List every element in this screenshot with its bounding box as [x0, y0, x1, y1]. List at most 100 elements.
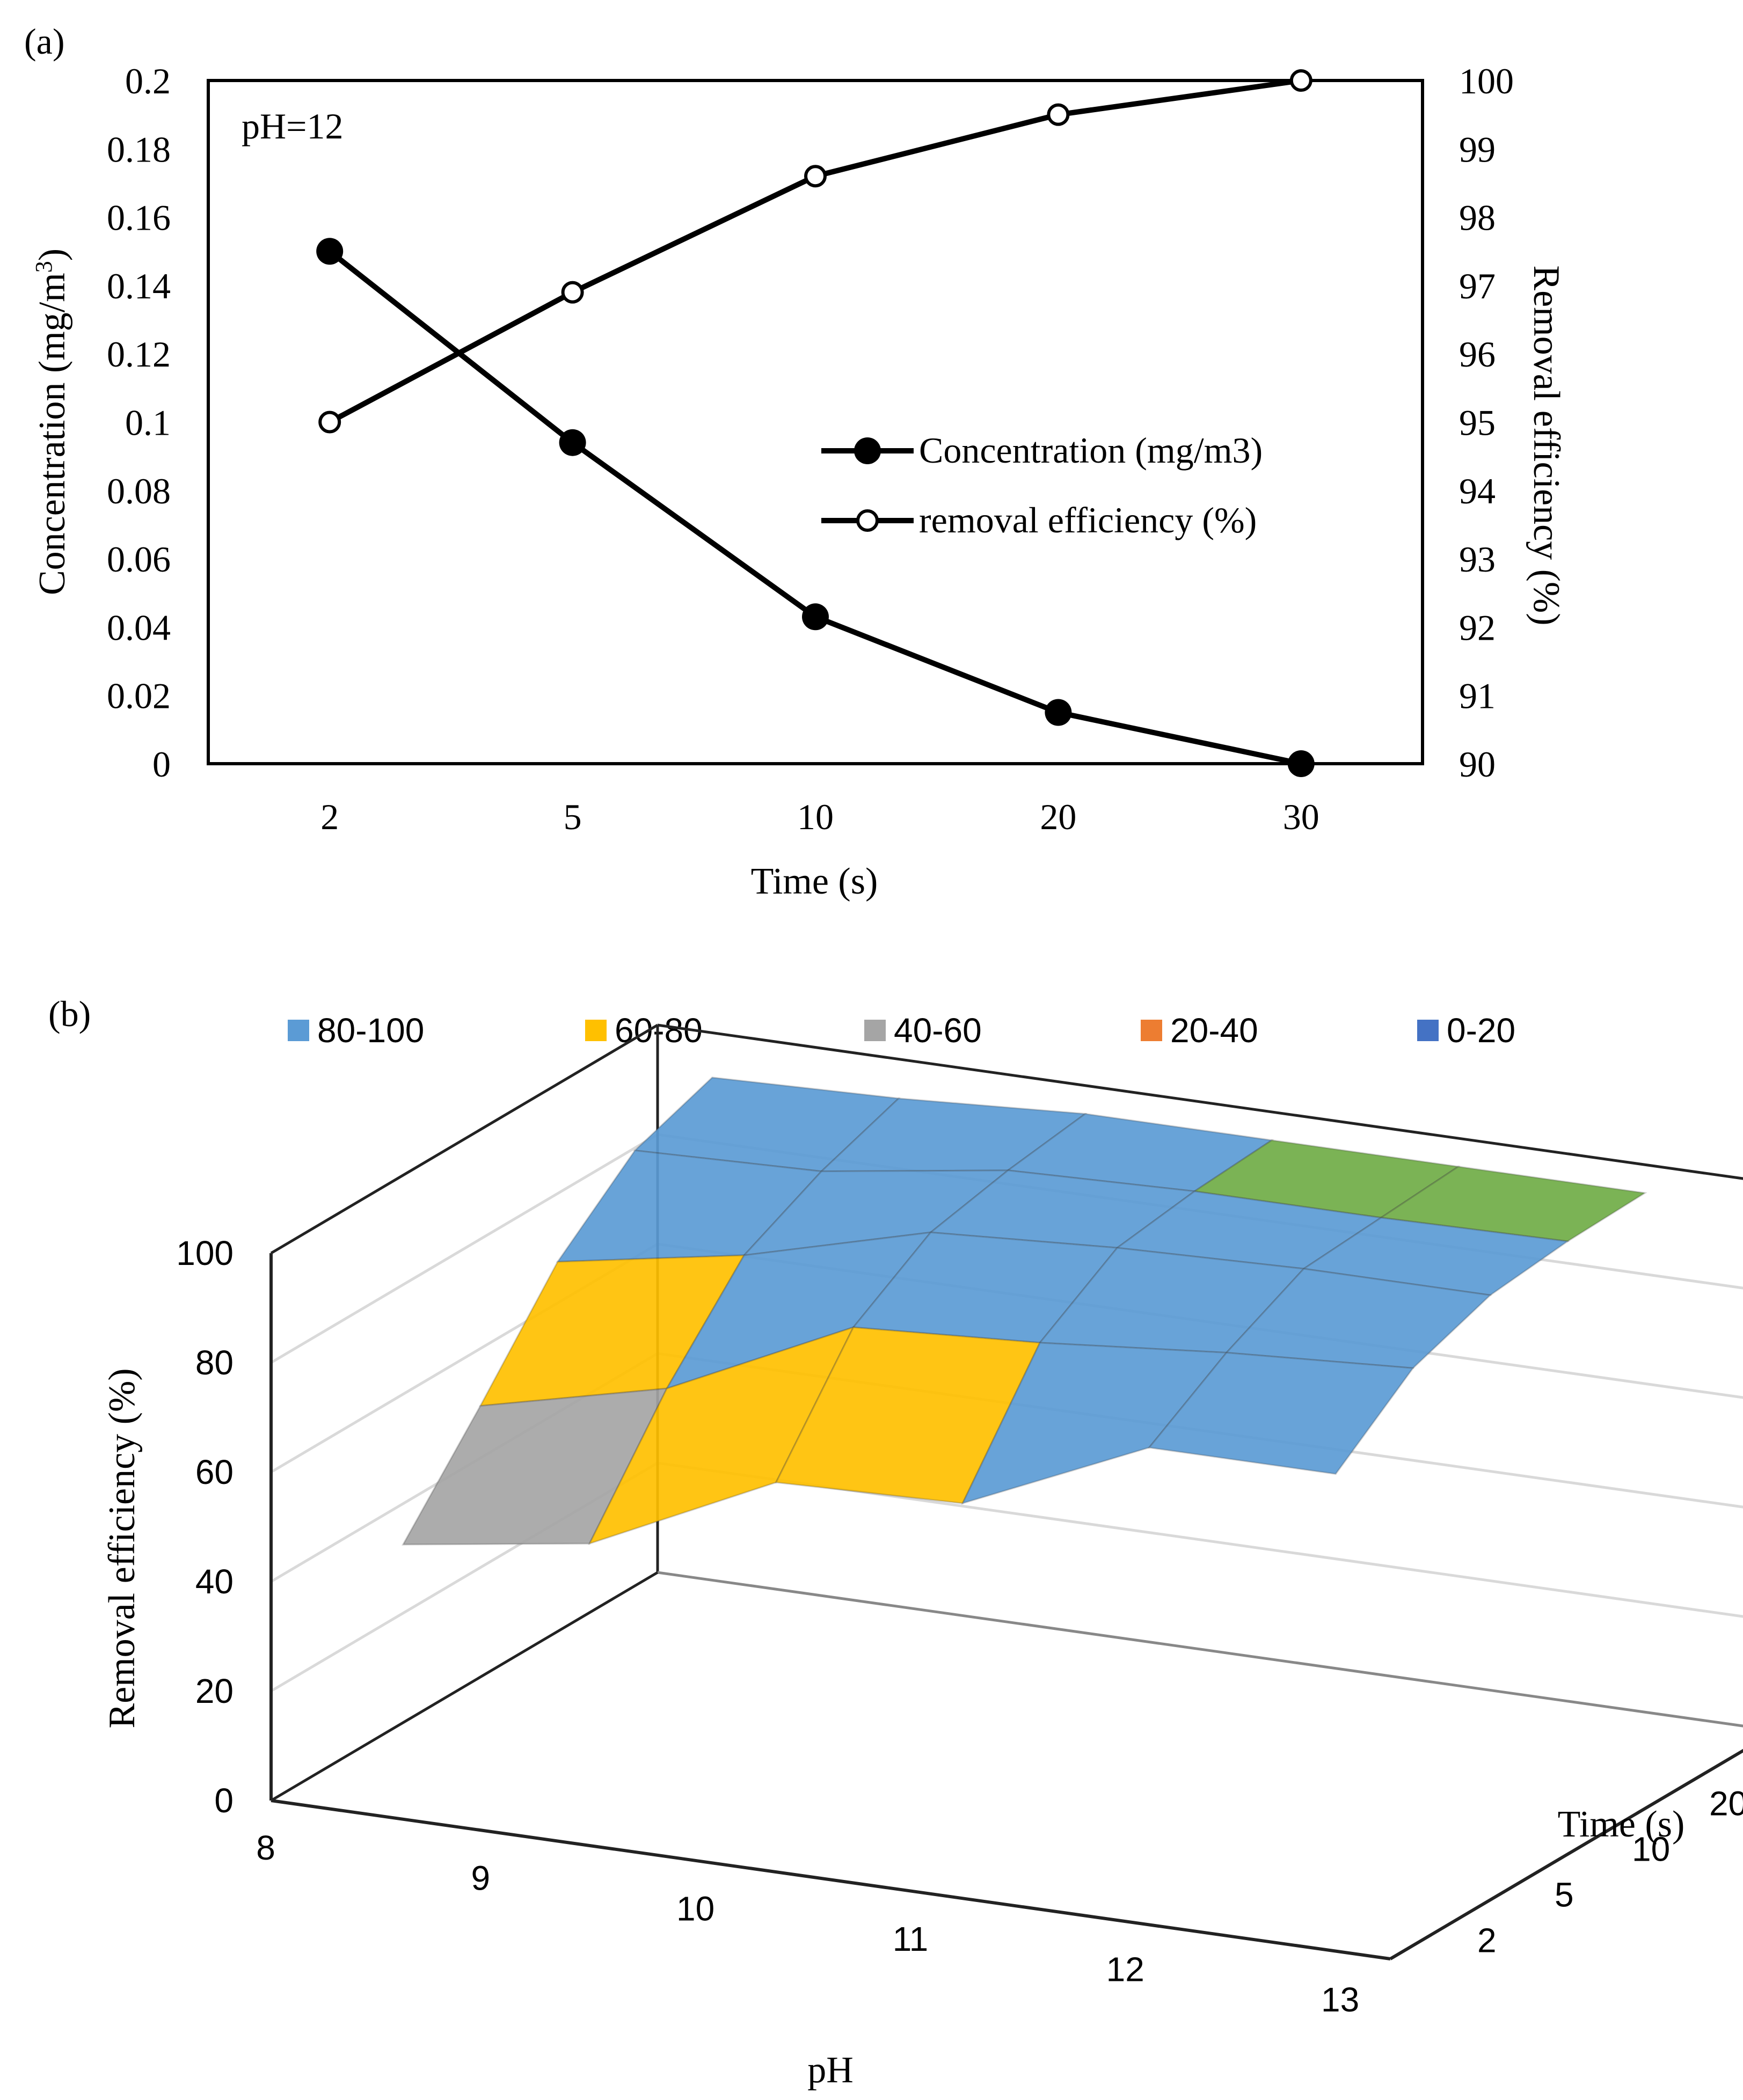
z-tick-label: 100	[176, 1234, 234, 1272]
surface-patch	[1147, 1351, 1415, 1475]
surface-patch	[1301, 1217, 1570, 1296]
right-tick-label: 95	[1459, 403, 1496, 443]
legend-swatch	[288, 1020, 309, 1041]
x-tick-label: 30	[1283, 796, 1319, 837]
ph-tick-label: 9	[471, 1859, 491, 1898]
concentration-point	[1045, 699, 1072, 726]
time-axis-label-b: Time (s)	[1558, 1804, 1685, 1845]
legend-label: 20-40	[1170, 1011, 1258, 1050]
surface-group	[402, 1077, 1647, 1546]
line-chart-panel: (a) pH=12 0 0.02 0.04 0.06 0.08 0.1 0.12 0.14 0.…	[24, 21, 1567, 902]
ph-tick-label: 13	[1321, 1980, 1359, 2019]
left-axis-label-close: )	[32, 248, 73, 261]
left-tick-label: 0.06	[107, 539, 171, 580]
x-axis-label-a: Time (s)	[751, 861, 878, 902]
legend-swatch	[1417, 1020, 1439, 1041]
left-axis-label: Concentration (mg/m3)	[31, 248, 74, 595]
legend-marker-concentration	[854, 437, 881, 464]
right-axis-ticks: 90 91 92 93 94 95 96 97 98 99 100	[1459, 61, 1514, 785]
left-axis-label-main: Concentration (mg/m	[32, 273, 73, 595]
ph-tick-label: 12	[1106, 1950, 1144, 1989]
ph-tick-label: 10	[676, 1889, 714, 1928]
annotation-ph: pH=12	[242, 106, 343, 147]
concentration-point	[559, 429, 586, 456]
panel-label-b: (b)	[48, 993, 91, 1034]
right-axis-label: Removal efficiency (%)	[1526, 265, 1567, 625]
left-tick-label: 0.1	[125, 403, 171, 443]
right-tick-label: 100	[1459, 61, 1514, 101]
time-tick-label: 20	[1709, 1784, 1743, 1823]
surface-patch	[1224, 1268, 1492, 1369]
legend-swatch	[864, 1020, 886, 1041]
right-tick-label: 94	[1459, 471, 1496, 511]
x-tick-label: 10	[797, 796, 834, 837]
concentration-point	[1287, 750, 1315, 777]
efficiency-point	[804, 165, 827, 188]
left-axis-ticks: 0 0.02 0.04 0.06 0.08 0.1 0.12 0.14 0.16 0.18 0.2	[107, 61, 171, 785]
concentration-point	[802, 603, 829, 631]
x-tick-label: 5	[564, 796, 582, 837]
left-tick-label: 0.02	[107, 676, 171, 716]
z-tick-label: 60	[195, 1453, 234, 1491]
left-tick-label: 0.12	[107, 334, 171, 375]
series-line-efficiency	[328, 78, 1302, 425]
legend-marker-efficiency	[856, 509, 879, 532]
series-group	[316, 69, 1315, 777]
left-tick-label: 0.2	[125, 61, 171, 101]
legend-swatch	[585, 1020, 607, 1041]
right-tick-label: 93	[1459, 539, 1496, 580]
right-tick-label: 91	[1459, 676, 1496, 716]
legend-label: 40-60	[894, 1011, 982, 1050]
left-tick-label: 0	[152, 744, 171, 785]
z-tick-label: 20	[195, 1672, 234, 1710]
x-axis-ticks: 2 5 10 20 30	[320, 796, 1319, 837]
legend-label-concentration: Concentration (mg/m3)	[919, 430, 1263, 471]
left-tick-label: 0.04	[107, 607, 171, 648]
z-tick-label: 80	[195, 1343, 234, 1382]
efficiency-point	[561, 281, 584, 304]
floor-back-edge	[657, 1571, 1743, 1728]
time-tick-label: 2	[1477, 1921, 1497, 1960]
legend-b: 80-100 60-80 40-60 20-40 0-20	[288, 1011, 1515, 1050]
right-tick-label: 96	[1459, 334, 1496, 375]
left-tick-label: 0.18	[107, 129, 171, 170]
surface-axes: 020406080100891011121325102030	[176, 1234, 1743, 2019]
top-back-edge	[657, 1023, 1743, 1180]
ph-tick-label: 8	[256, 1828, 275, 1867]
concentration-point	[316, 238, 344, 265]
time-tick-label: 10	[1632, 1830, 1670, 1869]
efficiency-point	[1289, 69, 1312, 92]
z-axis-label: Removal efficiency (%)	[101, 1368, 143, 1728]
z-tick-label: 40	[195, 1562, 234, 1601]
left-tick-label: 0.14	[107, 266, 171, 306]
x-tick-label: 20	[1040, 796, 1076, 837]
legend-label: 0-20	[1447, 1011, 1515, 1050]
time-axis-line	[1389, 1748, 1743, 1960]
legend-label-efficiency: removal efficiency (%)	[919, 500, 1257, 540]
right-tick-label: 90	[1459, 744, 1496, 785]
x-tick-label: 2	[320, 796, 339, 837]
right-tick-label: 97	[1459, 266, 1496, 306]
panel-label-a: (a)	[24, 21, 64, 62]
ph-tick-label: 11	[893, 1920, 928, 1958]
legend-a: Concentration (mg/m3) removal efficiency…	[821, 430, 1263, 540]
left-axis-label-sup: 3	[31, 261, 57, 273]
floor-left-edge	[270, 1571, 659, 1802]
right-tick-label: 99	[1459, 129, 1496, 170]
surface-patch	[1379, 1166, 1647, 1242]
time-tick-label: 5	[1555, 1876, 1574, 1914]
legend-swatch	[1141, 1020, 1162, 1041]
efficiency-point	[318, 411, 341, 434]
surface-chart-panel: (b) 80-100 60-80 40-60 20-40 0-20 0204060801…	[48, 993, 1743, 2091]
x-axis-label-b: pH	[807, 2050, 854, 2091]
efficiency-point	[1047, 103, 1070, 126]
right-tick-label: 92	[1459, 607, 1496, 648]
z-tick-label: 0	[214, 1781, 234, 1820]
plot-frame-a	[207, 79, 1424, 765]
left-tick-label: 0.08	[107, 471, 171, 511]
legend-label: 80-100	[317, 1011, 424, 1050]
right-tick-label: 98	[1459, 197, 1496, 238]
top-left-edge	[270, 1023, 659, 1255]
ph-axis-line	[271, 1799, 1391, 1960]
